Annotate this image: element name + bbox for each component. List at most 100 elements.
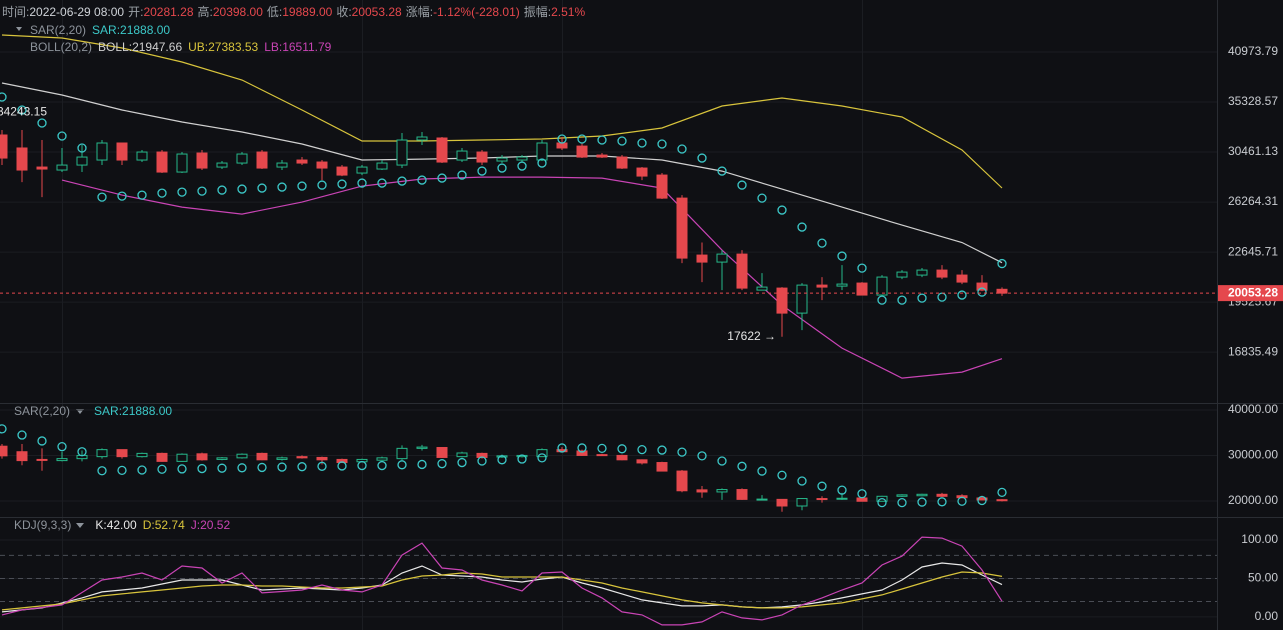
sar-dot <box>777 470 787 480</box>
candle-body <box>916 269 928 276</box>
sar-dot <box>977 287 987 297</box>
indicator-line <box>1 562 1003 613</box>
sar-dot <box>857 489 867 499</box>
sar-dot <box>957 290 967 300</box>
sar-dot <box>277 182 287 192</box>
header-label: 涨幅: <box>405 5 434 19</box>
y-tick-label: 35328.57 <box>1228 94 1278 108</box>
candle-body <box>576 145 588 158</box>
sar-dot <box>897 497 907 508</box>
header-value: 20398.00 <box>212 5 263 19</box>
sar-dot <box>57 131 67 141</box>
sar-dot <box>577 443 587 453</box>
candle-body <box>636 167 648 177</box>
candle-body <box>756 286 768 291</box>
candle-body <box>316 456 328 461</box>
candle-body <box>0 445 8 457</box>
sar-dot <box>957 496 967 506</box>
header-value: 20053.28 <box>351 5 402 19</box>
candle-body <box>256 151 268 169</box>
candle-body <box>496 157 508 162</box>
candle-body <box>796 498 808 507</box>
candle-body <box>996 288 1008 294</box>
candle-body <box>36 458 48 461</box>
sar-dot <box>317 180 327 190</box>
sar-dot <box>917 497 927 507</box>
band-line <box>1 82 1003 264</box>
indicator-value: SAR:21888.00 <box>92 23 171 37</box>
indicator-legend: BOLL(20,2) BOLL:21947.66 UB:27383.53 LB:165… <box>30 39 337 55</box>
max-label: 34243.15 <box>0 105 47 119</box>
sar-dot <box>257 462 267 473</box>
indicator-legend: KDJ(9,3,3) K:42.00 D:52.74 J:20.52 <box>14 517 236 533</box>
header-item: 开:20281.28 <box>128 5 193 19</box>
sar-dot <box>217 463 227 473</box>
sar-dot <box>857 263 867 273</box>
candle-body <box>796 284 808 314</box>
y-tick-label: 22645.71 <box>1228 244 1278 258</box>
last-price-tag <box>1218 285 1283 302</box>
sar-dot <box>897 295 907 305</box>
candle-body <box>276 162 288 168</box>
sar-dot <box>357 460 367 471</box>
dropdown-icon[interactable] <box>76 523 84 528</box>
candle-body <box>176 453 188 462</box>
candle-body <box>136 452 148 458</box>
candle-body <box>196 453 208 461</box>
collapse-icon[interactable] <box>16 27 22 31</box>
sar-dot <box>757 466 767 476</box>
candle-body <box>76 156 88 166</box>
sar-dot <box>637 138 647 148</box>
sar-dot <box>497 163 507 173</box>
sar-dot <box>977 495 987 506</box>
sar-dot <box>417 175 427 185</box>
sar-dot <box>137 465 147 475</box>
sar-dot <box>317 461 327 471</box>
indicator-value: K:42.00 <box>95 518 137 532</box>
candle-body <box>216 162 228 168</box>
candle-body <box>896 271 908 278</box>
header-label: 收: <box>336 5 352 19</box>
indicator-title: KDJ(9,3,3) <box>14 518 72 532</box>
indicator-value: UB:27383.53 <box>188 40 259 54</box>
sar-dot <box>837 251 847 261</box>
sar-dot <box>337 179 347 189</box>
sar-dot <box>637 444 647 455</box>
sar-dot <box>457 170 467 180</box>
candle-body <box>176 153 188 173</box>
candle-body <box>96 142 108 161</box>
candle-body <box>396 139 408 166</box>
y-tick-label: 40000.00 <box>1228 402 1278 416</box>
min-label: 17622 → <box>727 329 776 343</box>
candle-body <box>56 458 68 462</box>
candle-body <box>196 152 208 169</box>
candle-body <box>0 134 8 159</box>
candle-body <box>256 452 268 461</box>
candle-body <box>436 447 448 458</box>
indicator-title: SAR(2,20) <box>30 23 87 37</box>
candle-body <box>836 497 848 500</box>
candle-body <box>156 452 168 462</box>
sar-dot <box>717 166 727 176</box>
candle-body <box>956 274 968 283</box>
candle-body <box>156 151 168 173</box>
sar-dot <box>677 447 687 457</box>
candle-body <box>396 447 408 460</box>
candle-body <box>856 497 868 502</box>
sar-dot <box>257 183 267 193</box>
sar-dot <box>537 158 547 168</box>
sar-dot <box>657 445 667 455</box>
candle-body <box>856 282 868 296</box>
sar-dot <box>117 465 127 476</box>
last-price-label: 20053.28 <box>1228 285 1278 299</box>
candle-body <box>216 457 228 460</box>
indicator-line <box>1 571 1003 611</box>
indicator-line <box>1 536 1003 626</box>
sar-dot <box>337 461 347 471</box>
candle-body <box>876 276 888 296</box>
candle-body <box>616 156 628 169</box>
candle-body <box>516 156 528 161</box>
sar-dot <box>297 462 307 472</box>
